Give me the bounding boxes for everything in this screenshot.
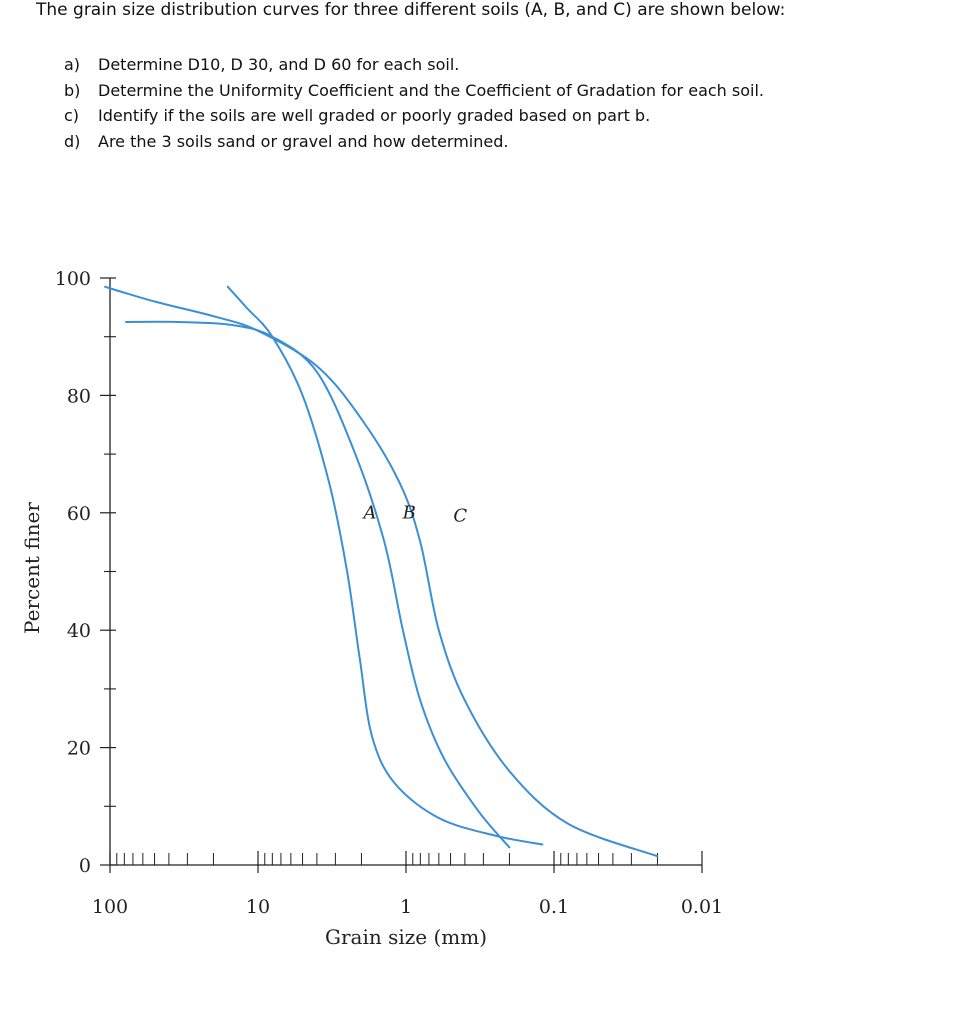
question-item: a) Determine D10, D 30, and D 60 for each… (64, 52, 764, 78)
y-tick-label: 20 (67, 738, 91, 760)
curve-label-b: B (402, 503, 416, 524)
curve-b (125, 320, 511, 849)
question-letter: a) (64, 55, 81, 74)
y-axis-title: Percent finer (20, 502, 44, 634)
question-letter: c) (64, 106, 80, 126)
question-text: Identify if the soils are well graded or… (98, 106, 651, 126)
question-text: Determine D10, D 30, and D 60 for each s… (98, 55, 460, 74)
y-tick-label: 40 (67, 620, 91, 642)
curve-label-c: C (453, 506, 467, 527)
chart-labels: A B C (362, 503, 468, 527)
x-tick-label: 10 (246, 896, 270, 918)
question-letter: d) (64, 131, 81, 151)
x-tick-label: 0.1 (539, 896, 569, 918)
chart-axes: 0 20 40 60 80 100 100 10 1 0.1 0.01 (55, 268, 723, 918)
curve-c (104, 285, 659, 858)
question-item: b) Determine the Uniformity Coefficient a… (64, 78, 764, 104)
question-item: d) Are the 3 soils sand or gravel and how… (64, 129, 764, 155)
question-text: Determine the Uniformity Coefficient and… (98, 80, 764, 100)
question-item: c) Identify if the soils are well graded … (64, 103, 764, 129)
question-letter: b) (64, 80, 81, 100)
y-tick-label: 100 (55, 268, 91, 290)
x-tick-label: 100 (92, 896, 128, 918)
curve-a (226, 285, 544, 846)
x-tick-label: 0.01 (681, 896, 723, 918)
chart-curves (104, 285, 659, 858)
y-tick-label: 80 (67, 385, 91, 407)
x-axis-title: Grain size (mm) (325, 925, 487, 949)
y-tick-label: 60 (67, 503, 91, 525)
curve-label-a: A (362, 503, 377, 524)
problem-title: The grain size distribution curves for t… (36, 0, 786, 20)
y-tick-label: 0 (79, 855, 91, 877)
question-text: Are the 3 soils sand or gravel and how d… (98, 131, 509, 151)
x-tick-label: 1 (400, 896, 412, 918)
question-list: a) Determine D10, D 30, and D 60 for each… (64, 52, 764, 154)
